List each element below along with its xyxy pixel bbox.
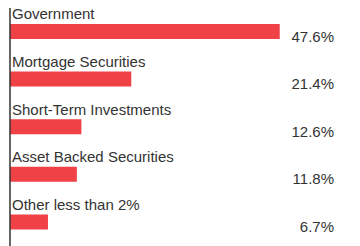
svg-text:Short-Term Investments: Short-Term Investments	[12, 101, 171, 118]
svg-text:Other less than 2%: Other less than 2%	[12, 196, 140, 213]
svg-text:Mortgage Securities: Mortgage Securities	[12, 53, 145, 70]
svg-text:47.6%: 47.6%	[291, 28, 334, 45]
svg-text:Government: Government	[12, 5, 95, 22]
svg-text:12.6%: 12.6%	[291, 123, 334, 140]
svg-text:6.7%: 6.7%	[300, 218, 334, 235]
svg-text:21.4%: 21.4%	[291, 75, 334, 92]
svg-text:11.8%: 11.8%	[293, 170, 334, 187]
svg-text:Asset Backed Securities: Asset Backed Securities	[12, 148, 174, 165]
